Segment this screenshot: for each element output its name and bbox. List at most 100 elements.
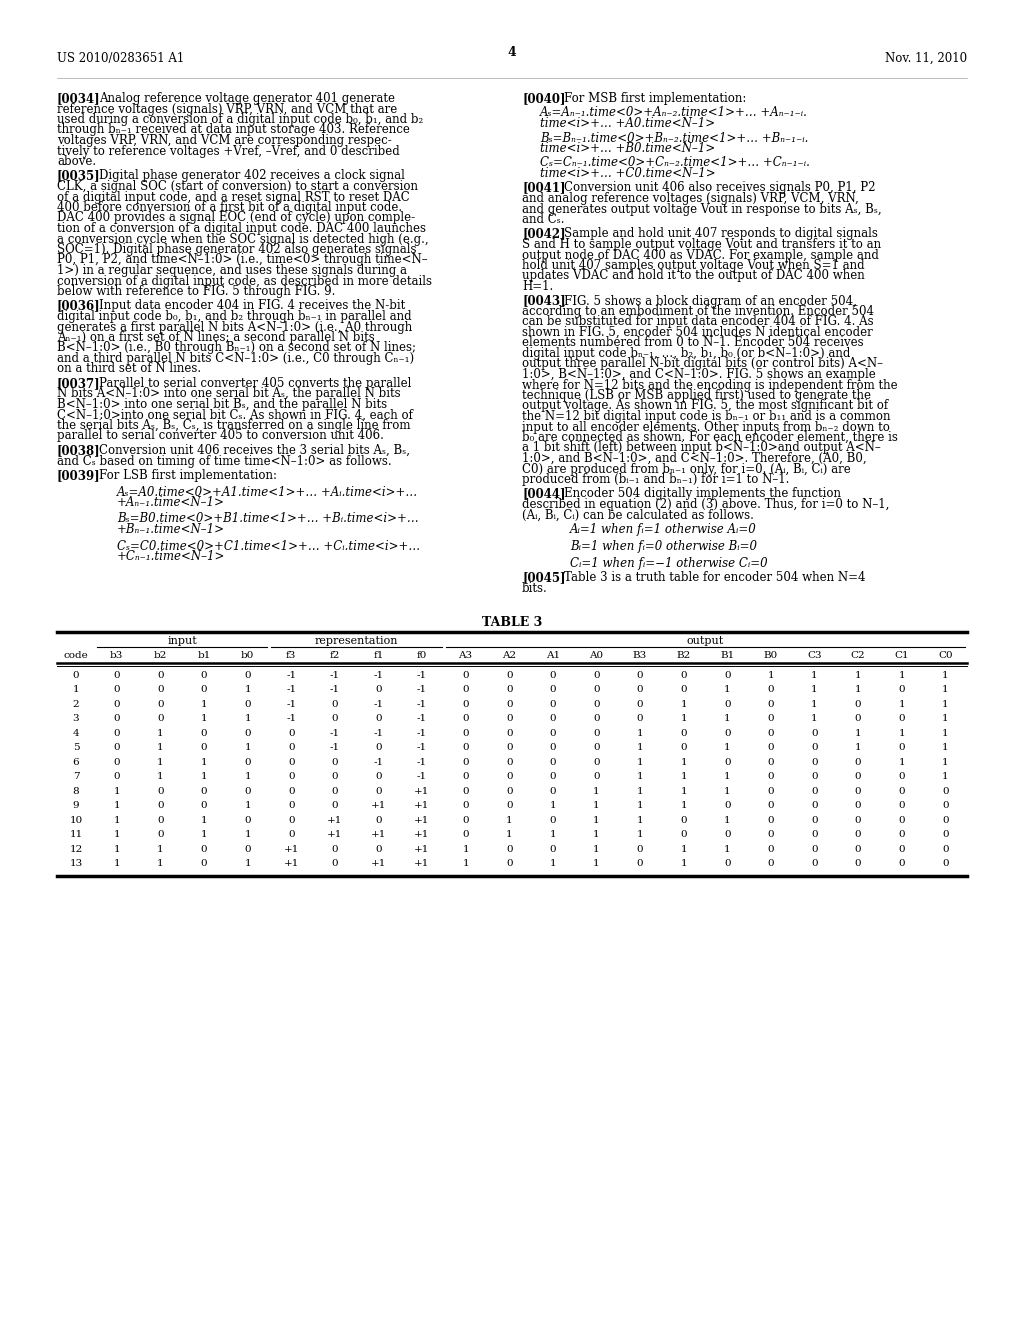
Text: 0: 0 <box>288 801 295 810</box>
Text: Nov. 11, 2010: Nov. 11, 2010 <box>885 51 967 65</box>
Text: 0: 0 <box>245 758 251 767</box>
Text: 1:0>, and B<N–1:0>, and C<N–1:0>. Therefore, (A0, B0,: 1:0>, and B<N–1:0>, and C<N–1:0>. Theref… <box>522 451 866 465</box>
Text: 0: 0 <box>550 743 556 752</box>
Text: 0: 0 <box>506 729 513 738</box>
Text: bits.: bits. <box>522 582 548 594</box>
Text: 1: 1 <box>550 801 556 810</box>
Text: 1: 1 <box>680 772 687 781</box>
Text: Sample and hold unit 407 responds to digital signals: Sample and hold unit 407 responds to dig… <box>564 227 878 240</box>
Text: -1: -1 <box>286 714 296 723</box>
Text: reference voltages (signals) VRP, VRN, and VCM that are: reference voltages (signals) VRP, VRN, a… <box>57 103 397 116</box>
Text: and Cₛ.: and Cₛ. <box>522 213 564 226</box>
Text: 0: 0 <box>288 758 295 767</box>
Text: 1: 1 <box>593 845 600 854</box>
Text: H=1.: H=1. <box>522 280 553 293</box>
Text: [0044]: [0044] <box>522 487 565 500</box>
Text: above.: above. <box>57 154 96 168</box>
Text: 0: 0 <box>288 830 295 840</box>
Text: A2: A2 <box>502 651 516 660</box>
Text: 0: 0 <box>680 685 687 694</box>
Text: 1: 1 <box>593 859 600 869</box>
Text: according to an embodiment of the invention. Encoder 504: according to an embodiment of the invent… <box>522 305 874 318</box>
Text: 0: 0 <box>942 859 948 869</box>
Text: time<i>+… +A0.time<N–1>: time<i>+… +A0.time<N–1> <box>540 117 715 129</box>
Text: below with reference to FIG. 5 through FIG. 9.: below with reference to FIG. 5 through F… <box>57 285 336 298</box>
Text: 0: 0 <box>506 714 513 723</box>
Text: a conversion cycle when the SOC signal is detected high (e.g.,: a conversion cycle when the SOC signal i… <box>57 232 429 246</box>
Text: 0: 0 <box>73 671 79 680</box>
Text: f2: f2 <box>330 651 340 660</box>
Text: DAC 400 provides a signal EOC (end of cycle) upon comple-: DAC 400 provides a signal EOC (end of cy… <box>57 211 415 224</box>
Text: 1: 1 <box>73 685 79 694</box>
Text: 0: 0 <box>550 758 556 767</box>
Text: 1: 1 <box>201 830 207 840</box>
Text: 0: 0 <box>157 671 164 680</box>
Text: 0: 0 <box>462 714 469 723</box>
Text: 1: 1 <box>114 830 120 840</box>
Text: 0: 0 <box>506 758 513 767</box>
Text: +1: +1 <box>371 859 386 869</box>
Text: 1: 1 <box>680 714 687 723</box>
Text: 0: 0 <box>201 685 207 694</box>
Text: +Cₙ₋₁.time<N–1>: +Cₙ₋₁.time<N–1> <box>117 550 225 564</box>
Text: A1: A1 <box>546 651 560 660</box>
Text: input to all encoder elements. Other inputs from bₙ₋₂ down to: input to all encoder elements. Other inp… <box>522 421 890 433</box>
Text: 0: 0 <box>245 729 251 738</box>
Text: 0: 0 <box>724 758 730 767</box>
Text: B1: B1 <box>720 651 734 660</box>
Text: Analog reference voltage generator 401 generate: Analog reference voltage generator 401 g… <box>99 92 395 106</box>
Text: 1: 1 <box>245 714 251 723</box>
Text: on a third set of N lines.: on a third set of N lines. <box>57 363 201 375</box>
Text: 0: 0 <box>332 787 338 796</box>
Text: -1: -1 <box>374 671 383 680</box>
Text: -1: -1 <box>330 685 340 694</box>
Text: Encoder 504 digitally implements the function: Encoder 504 digitally implements the fun… <box>564 487 841 500</box>
Text: 1: 1 <box>114 801 120 810</box>
Text: +1: +1 <box>415 787 430 796</box>
Text: -1: -1 <box>286 671 296 680</box>
Text: 1: 1 <box>157 729 164 738</box>
Text: technique (LSB or MSB applied first) used to generate the: technique (LSB or MSB applied first) use… <box>522 389 871 403</box>
Text: 0: 0 <box>942 845 948 854</box>
Text: 1: 1 <box>680 845 687 854</box>
Text: 0: 0 <box>332 772 338 781</box>
Text: 0: 0 <box>375 685 382 694</box>
Text: -1: -1 <box>417 743 427 752</box>
Text: 3: 3 <box>73 714 79 723</box>
Text: 0: 0 <box>898 801 905 810</box>
Text: 0: 0 <box>550 685 556 694</box>
Text: 1: 1 <box>462 859 469 869</box>
Text: 0: 0 <box>245 671 251 680</box>
Text: 0: 0 <box>811 830 818 840</box>
Text: f0: f0 <box>417 651 427 660</box>
Text: C1: C1 <box>894 651 909 660</box>
Text: input: input <box>167 636 197 645</box>
Text: 1: 1 <box>201 816 207 825</box>
Text: 5: 5 <box>73 743 79 752</box>
Text: +1: +1 <box>415 845 430 854</box>
Text: +Aₙ₋₁.time<N–1>: +Aₙ₋₁.time<N–1> <box>117 496 225 510</box>
Text: Cₛ=Cₙ₋₁.time<0>+Cₙ₋₂.time<1>+… +Cₙ₋₁₋ᵢ.: Cₛ=Cₙ₋₁.time<0>+Cₙ₋₂.time<1>+… +Cₙ₋₁₋ᵢ. <box>540 157 810 169</box>
Text: -1: -1 <box>417 671 427 680</box>
Text: 0: 0 <box>767 787 774 796</box>
Text: 0: 0 <box>550 772 556 781</box>
Text: +1: +1 <box>415 816 430 825</box>
Text: 0: 0 <box>506 787 513 796</box>
Text: 2: 2 <box>73 700 79 709</box>
Text: voltages VRP, VRN, and VCM are corresponding respec-: voltages VRP, VRN, and VCM are correspon… <box>57 135 392 147</box>
Text: 0: 0 <box>288 729 295 738</box>
Text: 0: 0 <box>462 830 469 840</box>
Text: -1: -1 <box>286 685 296 694</box>
Text: tively to reference voltages +Vref, –Vref, and 0 described: tively to reference voltages +Vref, –Vre… <box>57 144 399 157</box>
Text: 0: 0 <box>855 772 861 781</box>
Text: +1: +1 <box>415 859 430 869</box>
Text: 0: 0 <box>157 830 164 840</box>
Text: 1: 1 <box>506 816 513 825</box>
Text: 0: 0 <box>332 859 338 869</box>
Text: output node of DAC 400 as VDAC. For example, sample and: output node of DAC 400 as VDAC. For exam… <box>522 248 879 261</box>
Text: 0: 0 <box>550 700 556 709</box>
Text: 0: 0 <box>157 685 164 694</box>
Text: -1: -1 <box>330 729 340 738</box>
Text: tion of a conversion of a digital input code. DAC 400 launches: tion of a conversion of a digital input … <box>57 222 426 235</box>
Text: 1: 1 <box>637 787 643 796</box>
